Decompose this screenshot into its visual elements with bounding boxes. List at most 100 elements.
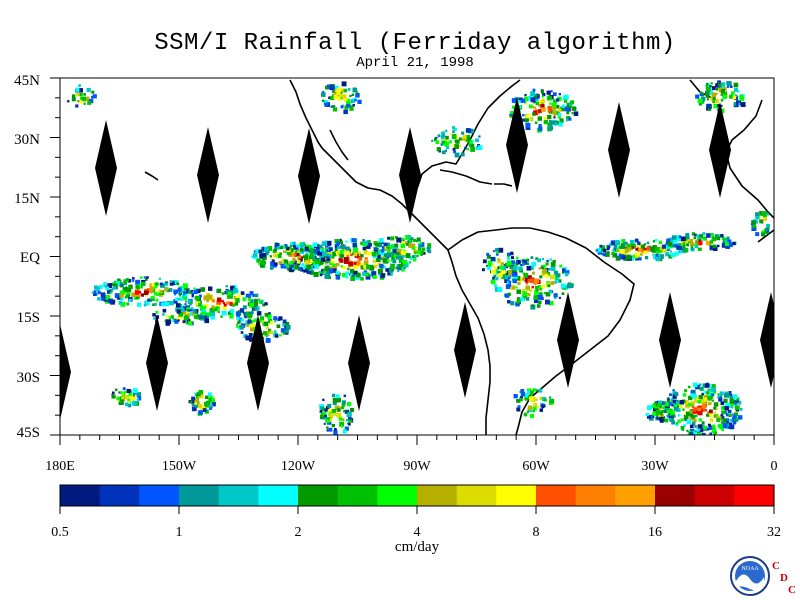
colorbar-tick-label: 4: [414, 525, 421, 540]
rain-cell: [294, 264, 299, 270]
rain-cell: [694, 425, 697, 428]
rain-cell: [538, 292, 543, 297]
rain-cell: [178, 294, 181, 297]
rain-cell: [130, 396, 135, 401]
colorbar-segment: [179, 485, 220, 506]
rain-cell: [310, 245, 315, 250]
rain-cell: [326, 429, 329, 432]
rain-cell: [401, 267, 405, 272]
rain-cell: [165, 282, 169, 286]
rain-cell: [689, 409, 693, 413]
rain-cell: [362, 239, 365, 242]
rain-cell: [180, 307, 185, 312]
rain-cell: [268, 330, 272, 333]
rain-cell: [274, 248, 278, 252]
rain-cell: [625, 244, 628, 247]
rain-cell: [564, 272, 569, 277]
rain-cell: [452, 126, 456, 130]
rain-cell: [274, 262, 278, 266]
rain-cell: [169, 281, 174, 286]
rain-cell: [238, 294, 242, 298]
rain-cell: [533, 403, 537, 407]
rain-cell: [206, 315, 210, 319]
colorbar-segment: [258, 485, 299, 506]
rain-cell: [355, 272, 361, 278]
rain-cell: [309, 270, 315, 275]
rain-cell: [560, 107, 565, 112]
rain-cell: [253, 252, 258, 258]
rain-cell: [136, 286, 140, 289]
rain-cell: [168, 316, 172, 319]
rain-cell: [332, 263, 336, 267]
rain-cell: [164, 319, 168, 323]
rain-cell: [301, 263, 305, 267]
rain-cell: [634, 252, 640, 258]
rain-cell: [708, 413, 713, 417]
rain-cell: [131, 277, 135, 280]
rain-cell: [229, 290, 235, 295]
rain-cell: [659, 248, 664, 253]
rain-cell: [530, 91, 536, 96]
rain-cell: [280, 328, 286, 333]
rain-cell: [517, 405, 521, 409]
rain-cell: [332, 401, 337, 406]
rain-cell: [544, 398, 547, 402]
rain-cell: [104, 284, 107, 288]
rain-cell: [118, 391, 121, 394]
rain-cell: [328, 96, 331, 100]
no-data-swath: [709, 102, 731, 198]
rain-cell: [690, 401, 695, 405]
rain-cell: [136, 397, 139, 400]
rain-cell: [477, 145, 483, 150]
rain-cell: [515, 261, 518, 264]
rain-cell: [699, 234, 703, 238]
rain-cell: [506, 282, 512, 288]
no-data-swath: [454, 302, 476, 398]
rain-cell: [534, 289, 539, 295]
rain-cell: [674, 251, 679, 256]
rain-cell: [75, 87, 80, 92]
rain-cell: [705, 90, 710, 96]
colorbar-segment: [655, 485, 696, 506]
rain-cell: [239, 324, 244, 330]
rain-cell: [380, 273, 385, 278]
rain-cell: [634, 238, 639, 243]
rain-cell: [737, 400, 742, 405]
rain-cell: [306, 264, 312, 270]
rain-cell: [683, 414, 689, 420]
rain-cell: [331, 423, 335, 428]
rain-cell: [181, 296, 186, 301]
rain-cell: [209, 308, 214, 313]
rain-cell: [535, 94, 540, 99]
rain-cell: [256, 311, 262, 316]
rain-cell: [691, 232, 695, 236]
rain-cell: [247, 297, 252, 301]
rain-cell: [111, 287, 114, 291]
rain-cell: [673, 244, 677, 248]
rain-cell: [461, 131, 465, 135]
rain-cell: [296, 260, 301, 264]
rain-cell: [146, 276, 149, 279]
rain-cell: [691, 411, 695, 414]
rain-cell: [135, 279, 141, 285]
rain-cell: [541, 95, 544, 98]
rain-cell: [115, 281, 120, 286]
rain-cell: [455, 135, 459, 139]
rain-cell: [184, 294, 188, 297]
rain-cell: [99, 285, 103, 289]
rain-cell: [207, 392, 212, 397]
rain-cell: [728, 409, 732, 414]
rain-cell: [280, 263, 286, 269]
rain-cell: [190, 307, 193, 310]
rain-cell: [393, 254, 398, 259]
rain-cell: [287, 268, 291, 272]
lat-label: 15S: [17, 310, 40, 326]
rain-cell: [536, 111, 540, 115]
rain-cell: [237, 320, 241, 324]
rain-cell: [117, 296, 121, 300]
rain-cell: [174, 293, 177, 296]
rain-cell: [706, 391, 710, 395]
rain-cell: [542, 272, 546, 276]
rain-cell: [540, 102, 544, 105]
rain-cell: [547, 114, 552, 120]
